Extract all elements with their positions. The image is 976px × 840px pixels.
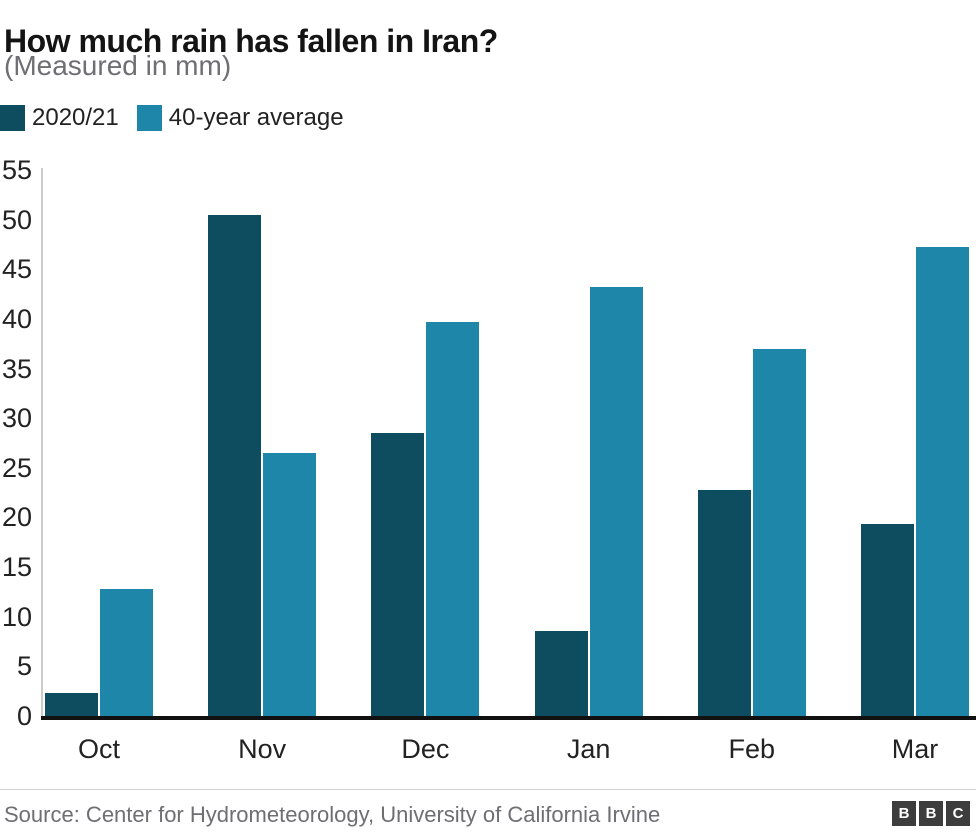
legend-swatch-icon — [0, 105, 25, 131]
bbc-logo-block-3: C — [946, 801, 970, 826]
bar-40-year-average-oct — [100, 588, 153, 716]
y-tick-label-40: 40 — [1, 303, 32, 334]
y-tick-label-5: 5 — [16, 651, 32, 682]
y-tick-label-0: 0 — [16, 701, 32, 731]
footer: Source: Center for Hydrometeorology, Uni… — [0, 789, 976, 840]
bar-2020-21-oct — [45, 693, 98, 716]
y-tick-label-10: 10 — [1, 601, 32, 632]
bar-2020-21-jan — [534, 630, 588, 716]
y-axis-line — [41, 168, 43, 716]
y-tick-label-45: 45 — [1, 254, 32, 285]
x-tick-label-mar: Mar — [891, 734, 939, 764]
source-text: Source: Center for Hydrometeorology, Uni… — [4, 802, 661, 827]
legend-label: 2020/21 — [32, 104, 119, 131]
plot-area: 0 5 10 15 20 25 30 35 40 45 50 55 — [0, 155, 976, 731]
x-tick-label-feb: Feb — [728, 734, 776, 764]
bar-2020-21-mar — [861, 524, 914, 716]
bbc-logo-block-1: B — [892, 801, 916, 826]
y-tick-label-35: 35 — [1, 353, 32, 384]
legend-item-2020-21: 2020/21 — [0, 104, 119, 132]
x-tick-label-nov: Nov — [238, 734, 287, 764]
x-axis-labels: Oct Nov Dec Jan Feb Mar — [0, 732, 976, 766]
x-axis-line — [41, 716, 976, 720]
y-tick-label-50: 50 — [1, 204, 32, 235]
bar-40-year-average-jan — [589, 287, 643, 716]
bar-40-year-average-mar — [916, 247, 969, 716]
bar-2020-21-nov — [208, 214, 262, 716]
bar-2020-21-dec — [371, 433, 425, 716]
x-tick-label-oct: Oct — [77, 734, 120, 764]
y-tick-label-55: 55 — [1, 155, 32, 185]
x-tick-label-jan: Jan — [566, 734, 611, 764]
bar-40-year-average-nov — [263, 452, 317, 716]
x-tick-label-dec: Dec — [401, 734, 450, 764]
y-tick-label-25: 25 — [1, 452, 32, 483]
bbc-logo-block-2: B — [919, 801, 943, 826]
bar-40-year-average-feb — [752, 348, 806, 716]
chart-title: How much rain has fallen in Iran? — [4, 23, 498, 60]
bar-40-year-average-dec — [426, 321, 480, 716]
y-tick-label-20: 20 — [1, 502, 32, 533]
legend: 2020/21 40-year average — [0, 104, 362, 132]
legend-label: 40-year average — [168, 104, 344, 131]
chart-subtitle: (Measured in mm) — [4, 50, 232, 81]
y-tick-label-30: 30 — [1, 403, 32, 434]
legend-item-40-year-average: 40-year average — [136, 104, 344, 132]
y-tick-label-15: 15 — [1, 552, 32, 583]
legend-swatch-icon — [136, 105, 162, 131]
bar-2020-21-feb — [697, 489, 751, 716]
